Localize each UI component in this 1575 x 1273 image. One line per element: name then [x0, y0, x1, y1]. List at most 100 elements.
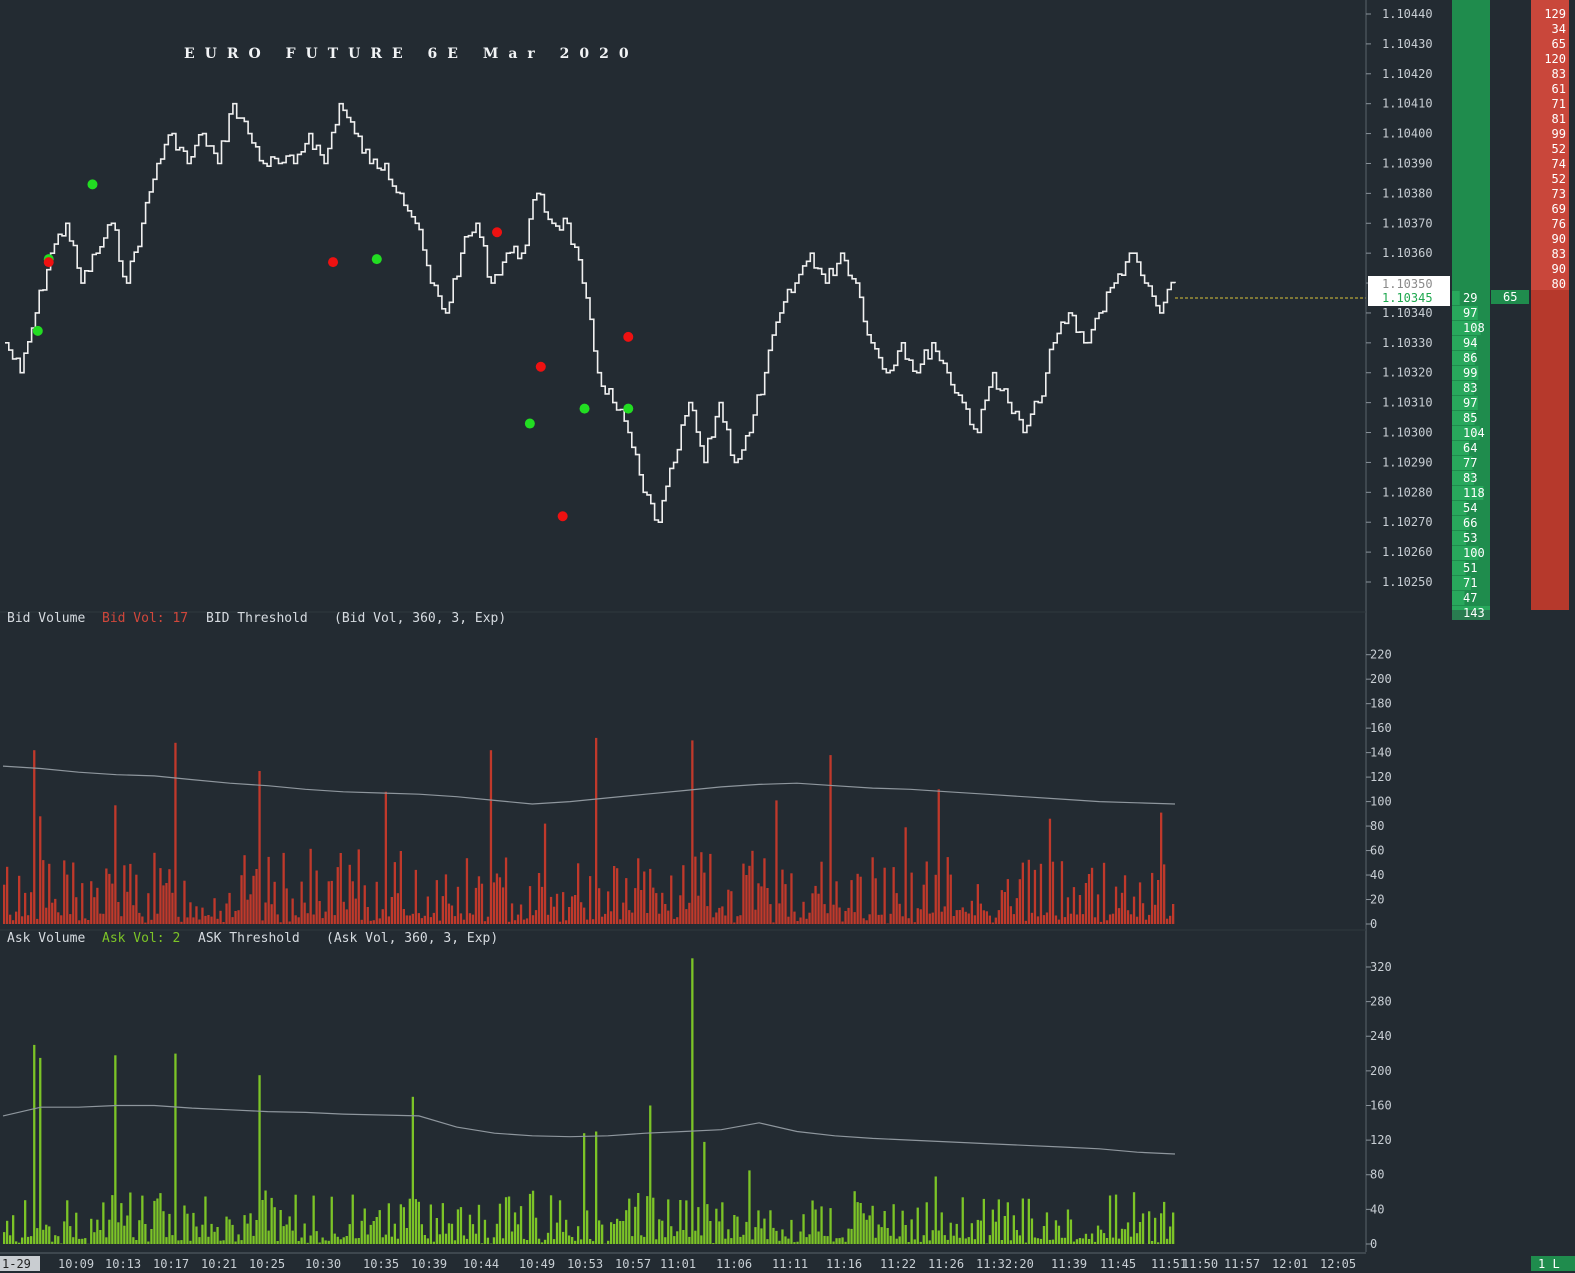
volume-bar [306, 913, 309, 924]
volume-bar [649, 1105, 652, 1244]
chart-title: EURO FUTURE 6E Mar 2020 [184, 46, 639, 62]
volume-bar [856, 1202, 859, 1244]
volume-bar [453, 1240, 457, 1244]
volume-bar [694, 1230, 697, 1244]
ask-volume-panel[interactable]: Ask Volume Ask Vol: 2 ASK Threshold (Ask… [2, 931, 1392, 1251]
volume-bar [558, 1200, 562, 1244]
ladder-bid-bar [1452, 606, 1490, 620]
volume-bar [901, 1210, 904, 1244]
ladder-ask-volume: 61 [1552, 82, 1566, 96]
volume-bar [625, 878, 628, 924]
volume-bar [324, 911, 327, 924]
volume-bar [883, 867, 886, 924]
current-price-box: 1.10350 1.10345 [1368, 276, 1450, 306]
volume-bar [745, 875, 748, 924]
volume-bar [967, 1237, 970, 1244]
volume-bar [381, 909, 384, 924]
time-axis[interactable]: 1-29 10:09 10:13 10:17 10:21 10:25 10:30 10:35… [0, 1252, 1575, 1271]
volume-bar [907, 918, 910, 924]
volume-bar [312, 1195, 315, 1244]
volume-bar [462, 919, 466, 924]
volume-bar [66, 1200, 69, 1244]
volume-bar [252, 875, 255, 924]
volume-bar [874, 878, 877, 924]
volume-bar [1129, 1236, 1133, 1244]
volume-bar [318, 1242, 321, 1244]
volume-bar [1166, 918, 1169, 924]
volume-bar [931, 912, 934, 924]
volume-bar [30, 892, 33, 924]
volume-bar [1045, 912, 1049, 924]
volume-bar [793, 1242, 796, 1244]
volume-bar [1075, 1239, 1079, 1244]
volume-bar [850, 880, 853, 924]
volume-bar [228, 1219, 231, 1244]
volume-bar [513, 920, 517, 924]
volume-bar [796, 921, 799, 924]
volume-bar [1138, 882, 1142, 924]
volume-bar [928, 1240, 931, 1244]
volume-bar [574, 895, 577, 924]
volume-bar [225, 903, 228, 924]
volume-bar [174, 742, 177, 924]
volume-bar [537, 1238, 541, 1244]
volume-bar [450, 1223, 454, 1244]
volume-bar [150, 1229, 153, 1244]
volume-bar [438, 920, 441, 924]
volume-bar [1054, 915, 1058, 924]
volume-bar [748, 865, 751, 924]
volume-bar [937, 789, 940, 924]
volume-bar [285, 1224, 288, 1244]
trade-markers [32, 179, 634, 522]
volume-bar [1012, 1215, 1015, 1244]
dom-ladder[interactable]: 1293465120836171819952745273697690839080… [1452, 0, 1569, 620]
volume-bar [898, 1236, 901, 1244]
volume-bar [75, 1212, 78, 1244]
volume-bar [6, 866, 9, 924]
volume-tick-label: 200 [1370, 672, 1392, 686]
volume-bar [177, 1240, 180, 1244]
price-panel[interactable] [5, 102, 1366, 523]
volume-bar [790, 1219, 793, 1244]
ask-panel-value: Ask Vol: 2 [102, 931, 180, 946]
volume-bar [369, 920, 372, 924]
volume-bar [1123, 875, 1127, 924]
volume-bar [1027, 1198, 1030, 1244]
volume-bar [799, 1231, 802, 1244]
ladder-bid-bar [1452, 501, 1467, 515]
volume-bar [300, 881, 303, 924]
volume-bar [459, 1207, 463, 1244]
volume-bar [69, 914, 72, 924]
last-trade-cell [1491, 290, 1529, 304]
volume-bar [982, 1198, 985, 1244]
volume-bar [1075, 914, 1079, 924]
volume-bar [156, 1198, 159, 1244]
volume-bar [679, 895, 682, 924]
volume-bar [93, 897, 96, 924]
volume-bar [504, 1197, 508, 1244]
volume-bar [435, 880, 438, 924]
bid-volume-panel[interactable]: Bid Volume Bid Vol: 17 BID Threshold (Bi… [2, 611, 1392, 931]
volume-bar [664, 1237, 667, 1244]
volume-bar [1148, 914, 1151, 924]
time-tick-label: 10:53 [567, 1257, 603, 1271]
volume-bar [333, 915, 336, 924]
volume-bar [231, 917, 234, 924]
volume-bar [976, 1219, 979, 1244]
volume-bar [1099, 921, 1103, 924]
volume-bar [117, 902, 120, 924]
volume-bar [1042, 915, 1046, 924]
time-tick-label: 11:26 [928, 1257, 964, 1271]
volume-bar [297, 917, 300, 924]
volume-bar [402, 909, 405, 924]
ladder-bid-bar [1452, 336, 1477, 350]
volume-bar [940, 1212, 943, 1244]
volume-bar [964, 911, 967, 924]
price-tick-label: 1.10340 [1382, 306, 1433, 320]
volume-bar [865, 920, 868, 924]
volume-bar [859, 1203, 862, 1244]
volume-bar [790, 873, 793, 924]
volume-bar [799, 917, 802, 924]
volume-bar [946, 857, 949, 924]
